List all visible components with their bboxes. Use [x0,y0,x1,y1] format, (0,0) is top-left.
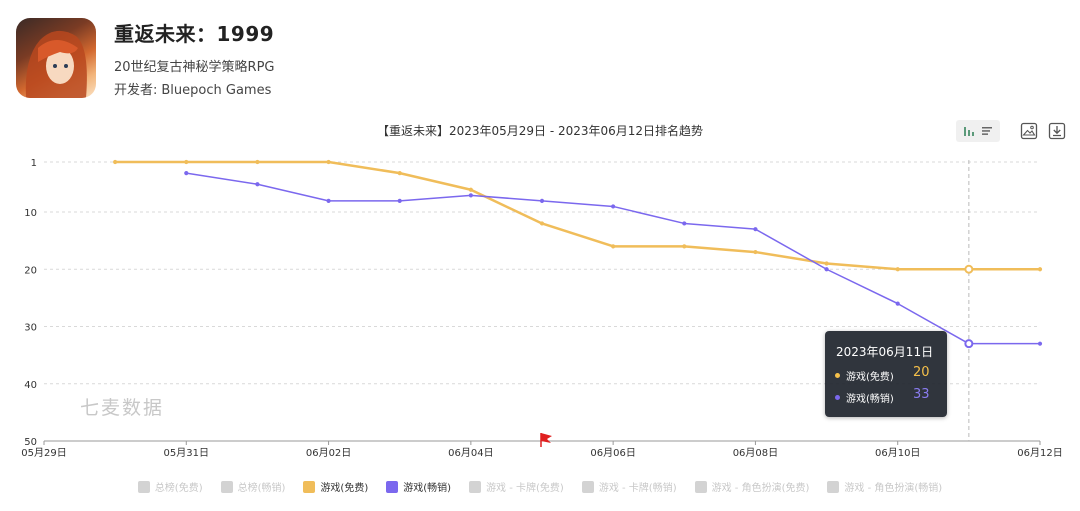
tooltip-value-free: 20 [913,365,930,380]
data-point-grossing [539,198,545,203]
chart-title: 【重返未来】2023年05月29日 - 2023年06月12日排名趋势 [376,124,704,138]
data-point-free [326,159,331,165]
legend-item[interactable]: 游戏(免费) [303,479,368,494]
legend-label: 游戏 - 卡牌(畅销) [598,483,677,494]
legend-item[interactable]: 游戏 - 卡牌(免费) [469,479,564,494]
legend-item[interactable]: 游戏 - 角色扮演(免费) [694,479,810,494]
developer-label: 开发者: [114,83,158,98]
app-subtitle: 20世纪复古神秘学策略RPG [114,60,275,75]
legend-label: 游戏(畅销) [403,483,452,494]
image-export-icon [1020,122,1038,140]
chart-type-toggle[interactable] [956,120,1000,142]
legend-swatch [469,480,482,493]
tooltip-dot-free [835,373,840,378]
x-tick-label: 06月12日 [1017,447,1062,459]
legend-label: 总榜(畅销) [237,483,286,494]
download-button[interactable] [1046,120,1068,142]
watermark: 七麦数据 [80,397,165,419]
legend-label: 游戏 - 角色扮演(免费) [711,483,810,494]
legend-item[interactable]: 总榜(畅销) [220,479,286,494]
legend-swatch [827,480,840,493]
data-point-free [895,267,900,272]
legend-label: 游戏 - 角色扮演(畅销) [844,483,943,494]
data-point-free [184,159,189,165]
data-point-free [824,261,829,266]
data-point-grossing [326,198,331,203]
data-point-grossing [895,301,900,306]
chart-legend: 总榜(免费) 总榜(畅销) 游戏(免费) 游戏(畅销) 游戏 - 卡牌(免费) 游戏 - … [0,479,1080,494]
series-line-grossing [186,172,1040,345]
tooltip-row-free: 游戏(免费) [835,368,894,383]
data-point-free [1037,267,1043,272]
data-point-free [539,221,545,226]
legend-item[interactable]: 总榜(免费) [137,479,203,494]
download-icon [1048,122,1066,140]
data-point-free [113,159,118,165]
data-point-free [255,159,260,165]
data-point-free [753,249,758,255]
app-header: 重返未来：1999 20世纪复古神秘学策略RPG 开发者: Bluepoch Ga… [16,16,536,102]
y-tick-label: 50 [24,437,37,448]
save-image-button[interactable] [1018,120,1040,142]
data-point-free [611,244,616,249]
y-tick-label: 10 [24,208,37,219]
developer-name: Bluepoch Games [161,83,272,98]
bar-chart-icon[interactable] [963,125,975,137]
tooltip-date: 2023年06月11日 [836,345,934,359]
legend-swatch [386,480,399,493]
data-point-grossing [824,267,829,272]
legend-item[interactable]: 游戏 - 卡牌(畅销) [581,479,677,494]
x-tick-label: 06月02日 [306,447,351,459]
legend-swatch [303,480,316,493]
y-tick-label: 1 [31,158,37,169]
app-icon[interactable] [16,18,96,98]
data-point-grossing [184,171,189,176]
tooltip-label-free: 游戏(免费) [846,372,894,383]
legend-item[interactable]: 游戏 - 角色扮演(畅销) [827,479,942,494]
data-point-free [682,244,687,249]
data-point-grossing [611,204,616,209]
tooltip-label-grossing: 游戏(畅销) [846,394,894,405]
data-point-free [964,264,974,274]
data-point-grossing [468,193,473,198]
flag-marker-icon[interactable] [540,433,552,447]
legend-swatch [694,480,707,493]
y-tick-label: 40 [24,380,37,391]
legend-item[interactable]: 游戏(畅销) [386,479,451,494]
legend-label: 游戏(免费) [320,483,369,494]
legend-swatch [137,480,150,493]
y-tick-label: 30 [24,323,37,334]
data-point-grossing [753,227,758,232]
data-point-free [397,171,402,176]
tooltip-value-grossing: 33 [913,387,930,402]
x-tick-label: 05月31日 [164,447,209,459]
legend-swatch [581,480,594,493]
data-point-grossing [1037,341,1043,346]
data-point-grossing [255,182,260,187]
app-developer: 开发者: Bluepoch Games [114,79,275,98]
x-tick-label: 06月08日 [733,447,778,459]
list-icon[interactable] [981,125,993,137]
x-tick-label: 05月29日 [21,447,66,459]
data-point-grossing [682,221,687,226]
x-tick-label: 06月10日 [875,447,920,459]
data-point-grossing [964,339,974,349]
x-tick-label: 06月06日 [590,447,635,459]
chart-tooltip: 2023年06月11日 游戏(免费) 20 游戏(畅销) 33 [825,331,947,417]
app-title: 重返未来：1999 [114,22,275,46]
data-point-free [468,187,473,192]
legend-swatch [220,480,233,493]
y-tick-label: 20 [24,265,37,276]
legend-label: 总榜(免费) [154,483,203,494]
data-point-grossing [397,198,402,203]
x-tick-label: 06月04日 [448,447,493,459]
tooltip-dot-grossing [835,395,840,400]
series-line-free [115,160,1040,271]
tooltip-row-grossing: 游戏(畅销) [835,390,894,405]
legend-label: 游戏 - 卡牌(免费) [486,483,564,494]
